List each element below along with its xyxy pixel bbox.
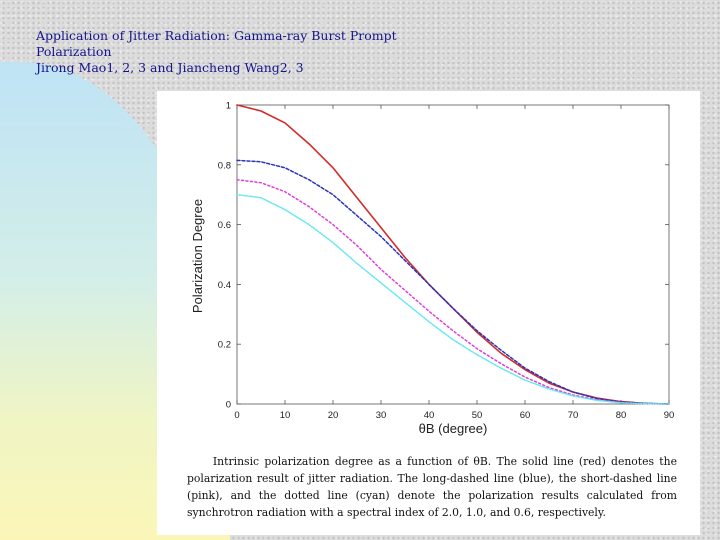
figure-caption: Intrinsic polarization degree as a funct… [187, 455, 677, 519]
x-tick-label: 10 [280, 410, 291, 421]
y-tick-label: 0.8 [218, 160, 231, 171]
y-axis-label: Polarization Degree [190, 199, 205, 313]
authors-line: Jirong Mao1, 2, 3 and Jiancheng Wang2, 3 [36, 60, 304, 75]
x-tick-label: 40 [424, 410, 435, 421]
x-tick-label: 60 [520, 410, 531, 421]
x-tick-label: 70 [568, 410, 579, 421]
series-line-1 [236, 104, 670, 405]
x-tick-label: 20 [328, 410, 339, 421]
title-line-2: Polarization [36, 44, 112, 59]
series-line-4 [236, 193, 670, 405]
y-tick-label: 0.6 [218, 220, 231, 231]
plot-area-frame [236, 104, 670, 405]
series-line-3 [236, 179, 670, 405]
slide-header: Application of Jitter Radiation: Gamma-r… [36, 28, 456, 76]
x-tick-label: 50 [472, 410, 483, 421]
x-axis-label: θB (degree) [419, 421, 488, 436]
figure-panel: 0 0.2 0.4 0.6 0.8 1 0 10 20 30 40 50 60 70 80 90 Polar… [157, 91, 700, 535]
title-line-1: Application of Jitter Radiation: Gamma-r… [36, 28, 397, 43]
y-tick-label: 0 [226, 400, 231, 411]
x-tick-label: 80 [616, 410, 627, 421]
y-tick-label: 0.4 [218, 280, 231, 291]
x-tick-label: 30 [376, 410, 387, 421]
x-tick-label: 90 [664, 410, 675, 421]
series-line-2 [236, 159, 670, 405]
y-tick-label: 0.2 [218, 340, 231, 351]
y-tick-label: 1 [226, 101, 231, 112]
polarization-chart: 0 0.2 0.4 0.6 0.8 1 0 10 20 30 40 50 60 70 80 90 Polar… [190, 101, 675, 437]
x-tick-label: 0 [234, 410, 239, 421]
